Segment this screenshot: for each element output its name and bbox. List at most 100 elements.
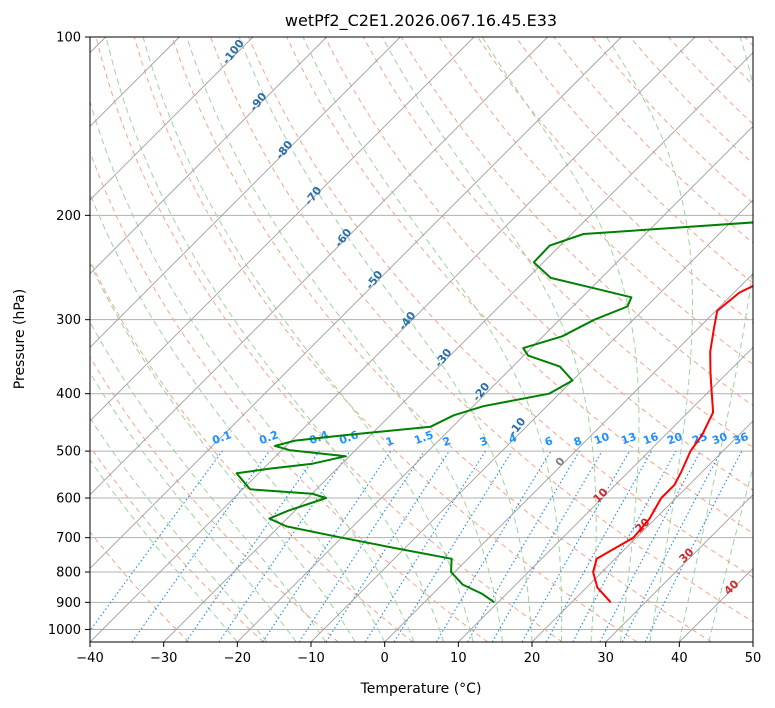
y-tick-label: 400: [56, 387, 81, 402]
isotherm-line: [384, 273, 753, 642]
y-axis-label: Pressure (hPa): [12, 289, 28, 389]
reference-line-labels: -100-90-80-70-60-50-40-30-20-1000.1 0.2 0.…: [210, 37, 750, 598]
x-tick-label: 30: [597, 651, 614, 666]
mixing-ratio-label: 1: [384, 434, 396, 449]
mixing-ratio-line: [262, 450, 392, 642]
x-axis-label: Temperature (°C): [360, 681, 482, 697]
mixing-ratio-line: [131, 450, 270, 642]
mixing-ratio-label: 0.1: [210, 428, 233, 447]
moist-adiabat-line: [90, 417, 268, 642]
mixing-ratio-label: 16: [641, 430, 660, 448]
y-tick-label: 500: [56, 445, 81, 460]
moist-adiabat-line: [90, 321, 327, 642]
y-tick-label: 300: [56, 313, 81, 328]
mixing-ratio-line: [521, 450, 630, 642]
isotherm-line: [90, 37, 548, 496]
mixing-ratio-line: [572, 450, 677, 642]
dry-adiabat-line: [248, 37, 753, 578]
isotherm-line: [310, 199, 753, 642]
isotherm-line: [237, 125, 753, 642]
x-tick-label: −20: [224, 651, 251, 666]
moist-adiabat-line: [90, 99, 415, 642]
x-tick-label: −30: [150, 651, 177, 666]
x-tick-label: 40: [671, 651, 688, 666]
mixing-ratio-label: 36: [731, 430, 750, 448]
mixing-ratio-line: [545, 450, 653, 642]
isotherm-line: [531, 420, 753, 642]
mixing-ratio-line: [393, 450, 513, 642]
dry-adiabat-line: [438, 37, 753, 366]
moist-adiabat-line: [90, 459, 238, 642]
x-tick-label: 10: [450, 651, 467, 666]
plot-area: -100-90-80-70-60-50-40-30-20-1000.1 0.2 0.…: [90, 37, 753, 642]
mixing-ratio-label: 3: [478, 434, 490, 449]
isotherm-line: [90, 37, 696, 642]
x-axis-ticks: −40 −30 −20 −10 0 10 20 30 40 50: [76, 642, 761, 666]
moist-adiabat-line: [90, 371, 297, 642]
moist-adiabat-line: [381, 37, 597, 642]
moist-adiabat-line: [90, 192, 386, 642]
moist-adiabat-line: [481, 37, 640, 642]
moist-adiabat-line: [105, 37, 445, 642]
mixing-ratio-label: 20: [665, 430, 684, 448]
mixing-ratio-label: 10: [592, 430, 611, 448]
mixing-ratio-line: [644, 450, 743, 642]
plot-frame: [89, 36, 754, 643]
moist-adiabat-line: [302, 37, 563, 642]
isobar-gridlines: [90, 37, 753, 630]
y-axis-ticks: 100 200 300 400 500 600 700 800 900 1000: [48, 31, 90, 638]
y-tick-label: 700: [56, 531, 81, 546]
x-tick-label: 0: [381, 651, 389, 666]
y-tick-label: 600: [56, 492, 81, 507]
moist-adiabat-line: [238, 37, 533, 642]
mixing-ratio-label: 0.6: [337, 428, 360, 447]
isotherm-line: [163, 52, 753, 642]
dry-adiabat-line: [90, 150, 488, 642]
mixing-ratio-line: [325, 450, 450, 642]
dewpoint-profile: [235, 221, 753, 604]
mixing-ratio-label: 8: [572, 434, 584, 449]
moist-adiabat-line: [142, 37, 474, 642]
isotherm-line: [90, 37, 401, 348]
mixing-ratio-label: 30: [710, 430, 729, 448]
dry-adiabat-line: [90, 531, 190, 642]
y-tick-label: 900: [56, 596, 81, 611]
moist-adiabat-line: [90, 262, 356, 642]
mixing-ratio-label: 4: [507, 431, 519, 446]
mixing-ratio-label: 6: [543, 434, 555, 449]
x-tick-label: 50: [745, 651, 762, 666]
isotherm-line: [90, 37, 327, 275]
moist-adiabat-line: [606, 37, 693, 642]
y-tick-label: 200: [56, 209, 81, 224]
isotherm-line: [605, 494, 753, 642]
x-tick-label: −10: [297, 651, 324, 666]
mixing-ratio-line: [218, 450, 351, 642]
mixing-ratio-line: [298, 450, 425, 642]
moist-adiabat-line: [708, 465, 753, 642]
moist-adiabat-line: [678, 37, 753, 642]
x-tick-label: −40: [76, 651, 103, 666]
dry-adiabat-line: [133, 37, 638, 642]
dry-adiabat-line: [95, 37, 563, 642]
mixing-ratio-label: 2: [441, 434, 453, 449]
mixing-ratio-label: 0.2: [257, 428, 280, 447]
dry-adiabat-line: [90, 356, 339, 642]
chart-title: wetPf2_C2E1.2026.067.16.45.E33: [285, 11, 557, 31]
y-tick-label: 1000: [48, 623, 81, 638]
isotherm-line: [90, 37, 254, 201]
isotherm-line: [458, 346, 753, 642]
dry-adiabat-line: [171, 37, 712, 642]
mixing-ratio-line: [90, 450, 223, 632]
mixing-ratio-label: 13: [619, 430, 638, 447]
y-tick-label: 100: [56, 31, 81, 46]
mixing-ratio-label: 1.5: [412, 428, 435, 447]
isotherms: [90, 37, 753, 642]
isotherm-line: [90, 37, 475, 422]
temperature-profile: [592, 284, 753, 603]
dry-adiabat-line: [90, 445, 264, 642]
mixing-ratio-line: [185, 450, 320, 642]
mixing-ratio-lines: [90, 450, 743, 642]
dry-adiabat-line: [515, 37, 753, 284]
